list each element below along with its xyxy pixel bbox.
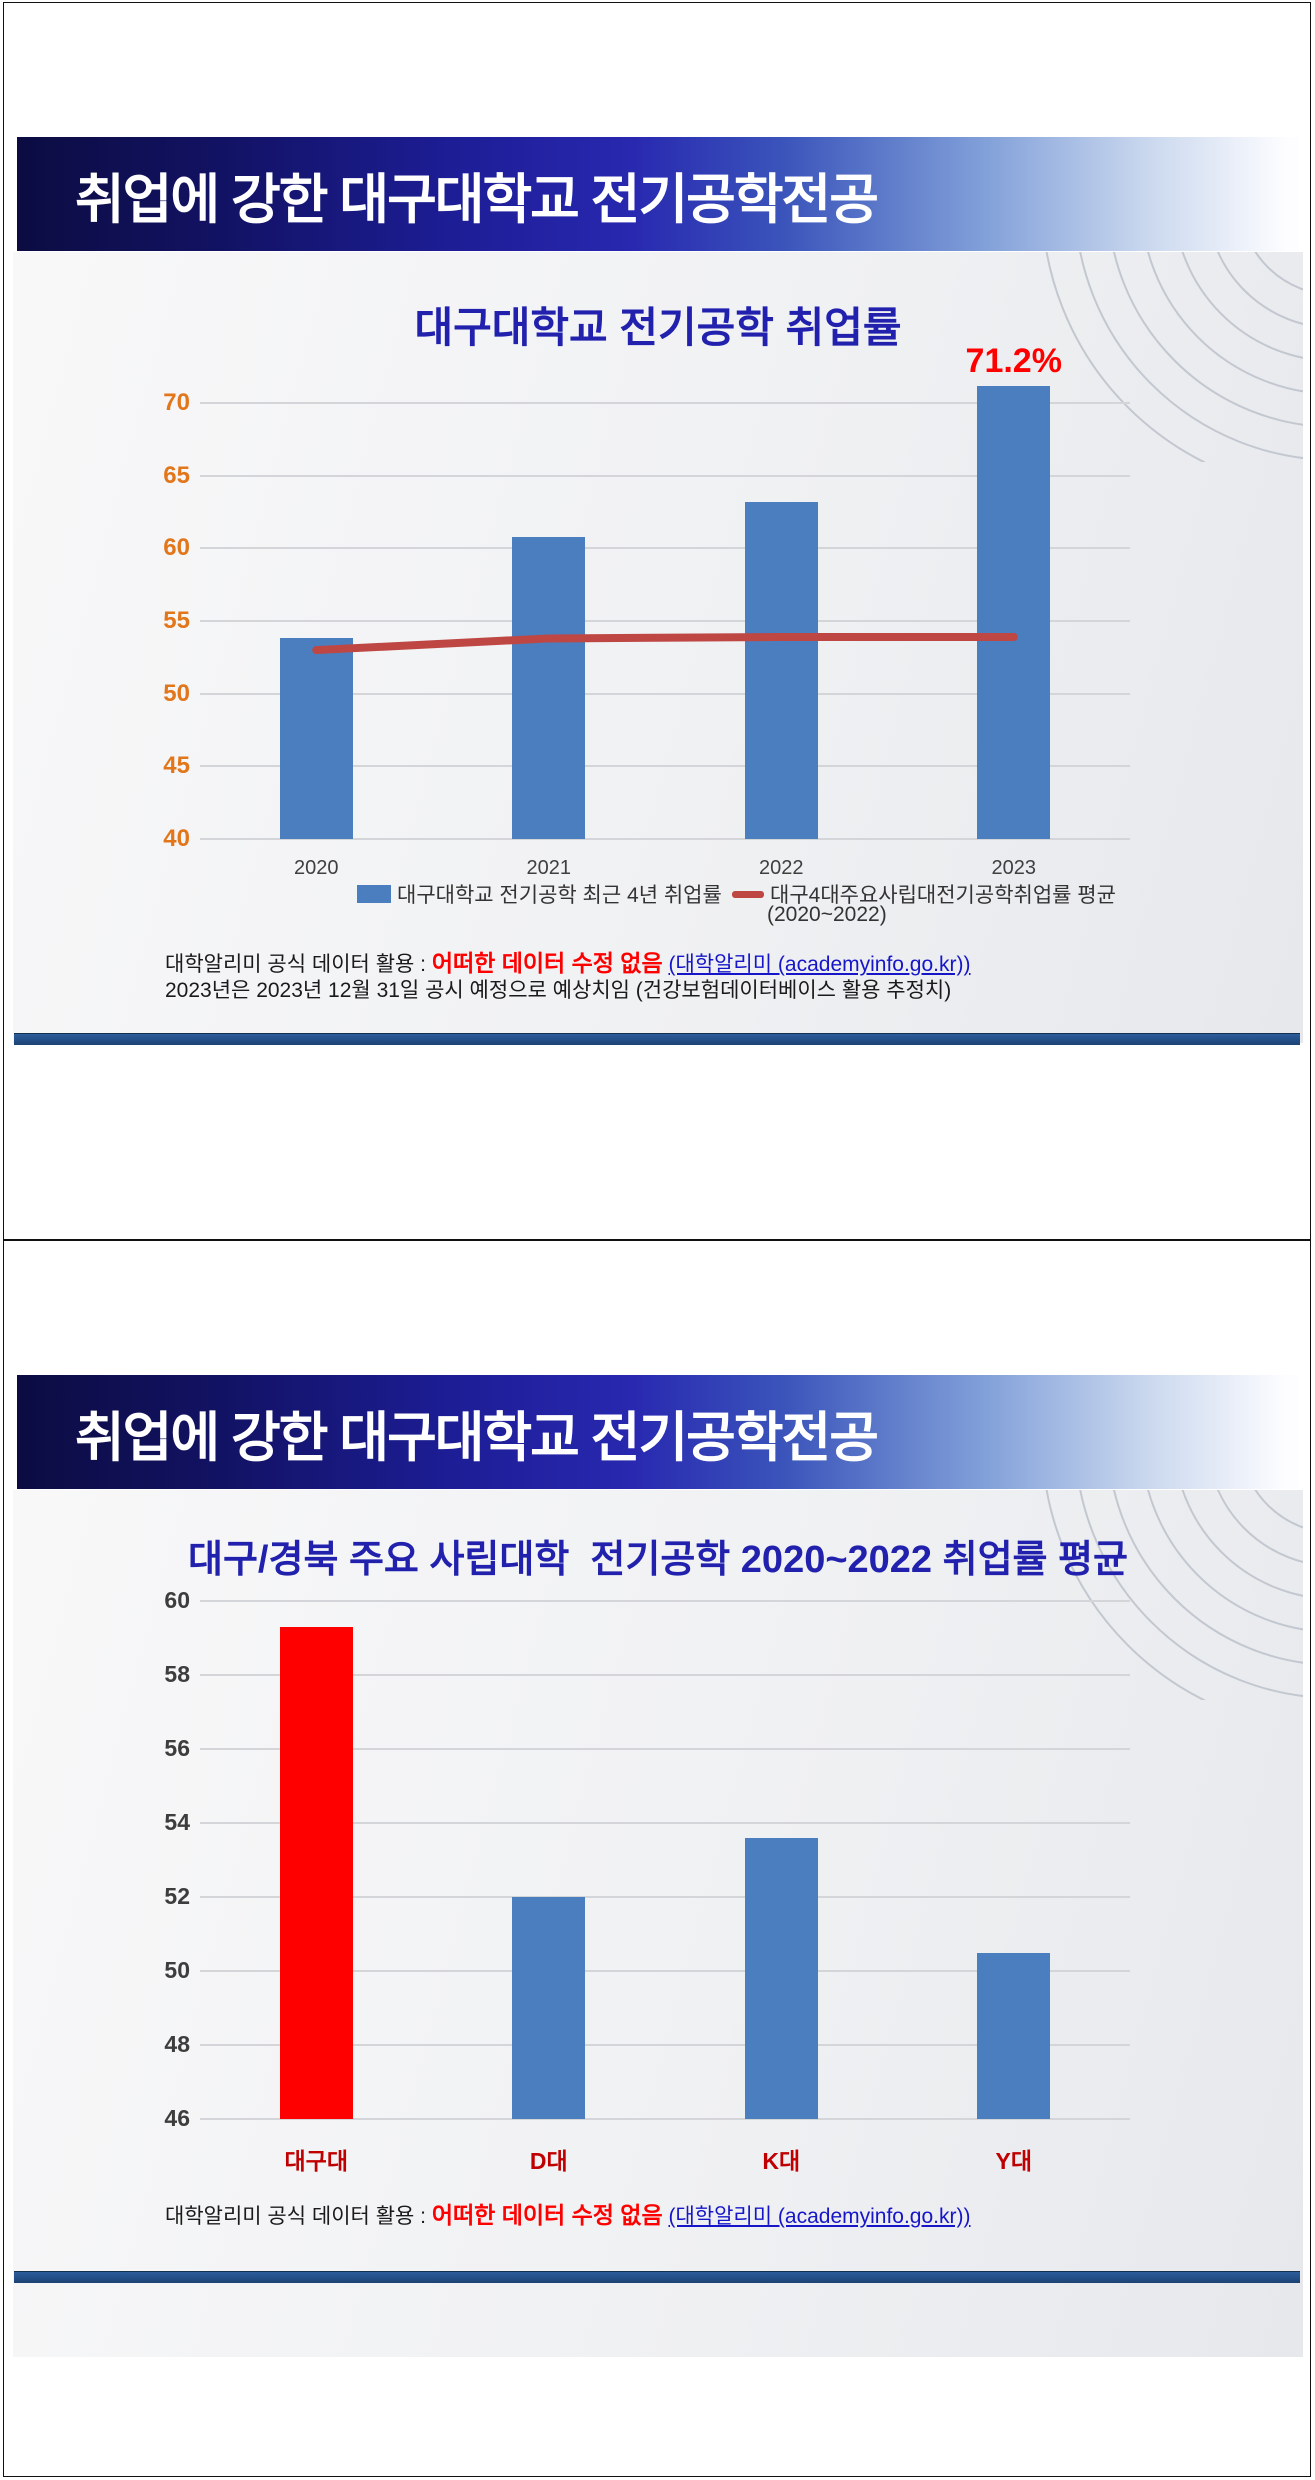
bottom-divider-bar <box>14 2271 1300 2283</box>
bar <box>977 385 1051 839</box>
slide-1: 취업에 강한 대구대학교 전기공학전공 대구대학교 전기공학 취업률 40 45 5… <box>3 2 1311 1240</box>
y-tick-label: 56 <box>164 1735 190 1761</box>
footnote-line-2: 2023년은 2023년 12월 31일 공시 예정으로 예상치임 (건강보험데… <box>165 979 952 1002</box>
y-tick-label: 65 <box>163 461 190 489</box>
slide-2-content: 대구/경북 주요 사립대학 전기공학 2020~2022 취업률 평균 46 48… <box>13 1490 1303 2357</box>
y-tick-label: 60 <box>163 534 190 562</box>
slide-2-title-banner: 취업에 강한 대구대학교 전기공학전공 <box>17 1375 1299 1489</box>
x-tick-label: 2023 <box>991 857 1037 879</box>
gridline <box>200 1748 1130 1750</box>
y-tick-label: 55 <box>163 607 190 634</box>
bar-data-label: 71.2% <box>965 341 1062 380</box>
chart-title: 대구대학교 전기공학 취업률 <box>414 304 902 351</box>
bar <box>279 638 353 839</box>
x-tick-label: K대 <box>762 2148 801 2174</box>
bar-series-swatch-icon <box>357 885 391 903</box>
gridline <box>200 402 1130 404</box>
x-tick-label: 2021 <box>526 857 572 879</box>
bar <box>744 501 818 839</box>
x-tick-label: D대 <box>529 2148 568 2174</box>
banner-title: 취업에 강한 대구대학교 전기공학전공 <box>75 169 879 230</box>
footnote-text: 대학알리미 공식 데이터 활용 : <box>165 2205 432 2228</box>
y-tick-label: 48 <box>164 2031 190 2057</box>
gridline <box>200 765 1130 768</box>
gridline <box>200 2044 1130 2046</box>
y-tick-label: 40 <box>163 825 190 852</box>
slide-1-content: 대구대학교 전기공학 취업률 40 45 50 55 60 65 70 2020 2021 202… <box>13 252 1303 1043</box>
bar <box>279 1626 353 2119</box>
bottom-divider-bar <box>14 1033 1300 1045</box>
employment-rate-bar-chart: 40 45 50 55 60 65 70 2020 2021 2022 2023 71.2% <box>13 252 1303 1043</box>
y-tick-label: 54 <box>164 1809 190 1835</box>
gridline <box>200 1896 1130 1898</box>
bar <box>512 1897 586 2119</box>
footnote-line-1: 대학알리미 공식 데이터 활용 : 어떠한 데이터 수정 없음 (대학알리미 (… <box>165 2202 970 2230</box>
gridline <box>200 620 1130 622</box>
y-tick-label: 50 <box>163 679 190 707</box>
x-tick-label: 2020 <box>294 857 339 879</box>
academyinfo-link[interactable]: (대학알리미 (academyinfo.go.kr)) <box>668 953 971 976</box>
bar <box>512 536 586 839</box>
x-tick-label: Y대 <box>995 2148 1032 2174</box>
y-tick-label: 58 <box>164 1661 190 1687</box>
slide-2-footnote: 대학알리미 공식 데이터 활용 : 어떠한 데이터 수정 없음 (대학알리미 (… <box>165 2202 970 2230</box>
chart-legend: 대구대학교 전기공학 최근 4년 취업률 대구4대주요사립대전기공학취업률 평균… <box>13 879 1303 949</box>
legend-period-label: (2020~2022) <box>767 903 887 926</box>
footnote-line-1: 대학알리미 공식 데이터 활용 : 어떠한 데이터 수정 없음 (대학알리미 (… <box>165 950 970 978</box>
footnote-emphasis: 어떠한 데이터 수정 없음 <box>431 950 663 976</box>
y-tick-label: 50 <box>164 1957 190 1983</box>
slide-1-footnote: 대학알리미 공식 데이터 활용 : 어떠한 데이터 수정 없음 (대학알리미 (… <box>165 950 970 1004</box>
slide-1-title-banner: 취업에 강한 대구대학교 전기공학전공 <box>17 137 1299 251</box>
footnote-text: 대학알리미 공식 데이터 활용 : <box>165 953 432 976</box>
bar <box>977 1952 1051 2119</box>
line-series-swatch-icon <box>732 890 764 898</box>
legend-item-bar-series: 대구대학교 전기공학 최근 4년 취업률 <box>357 879 722 909</box>
gridline <box>200 1600 1130 1602</box>
gridline <box>200 2118 1130 2120</box>
footnote-emphasis: 어떠한 데이터 수정 없음 <box>431 2202 663 2228</box>
x-tick-label: 대구대 <box>284 2148 348 2174</box>
y-tick-label: 60 <box>164 1587 190 1613</box>
legend-label: 대구대학교 전기공학 최근 4년 취업률 <box>397 884 722 907</box>
legend-label: 대구4대주요사립대전기공학취업률 평균 <box>770 884 1116 907</box>
y-tick-label: 45 <box>163 752 190 780</box>
chart-title: 대구/경북 주요 사립대학 전기공학 2020~2022 취업률 평균 <box>188 1539 1128 1581</box>
banner-title: 취업에 강한 대구대학교 전기공학전공 <box>75 1407 879 1468</box>
x-tick-label: 2022 <box>759 857 804 879</box>
gridline <box>200 692 1130 695</box>
slide-2: 취업에 강한 대구대학교 전기공학전공 대구/경북 주요 사립대학 전기공학 2… <box>3 1240 1311 2477</box>
y-tick-label: 46 <box>164 2105 190 2131</box>
gridline <box>200 474 1130 477</box>
gridline <box>200 838 1130 840</box>
legend-item-line-series: 대구4대주요사립대전기공학취업률 평균 <box>732 879 1116 909</box>
gridline <box>200 1970 1130 1972</box>
gridline <box>200 547 1130 550</box>
gridline <box>200 1674 1130 1676</box>
gridline <box>200 1822 1130 1824</box>
y-tick-label: 70 <box>163 389 190 416</box>
university-comparison-bar-chart: 46 48 50 52 54 56 58 60 대구대 D대 K대 Y대 <box>13 1490 1303 2357</box>
y-tick-label: 52 <box>164 1883 190 1909</box>
academyinfo-link[interactable]: (대학알리미 (academyinfo.go.kr)) <box>668 2205 971 2228</box>
bar <box>744 1837 818 2119</box>
